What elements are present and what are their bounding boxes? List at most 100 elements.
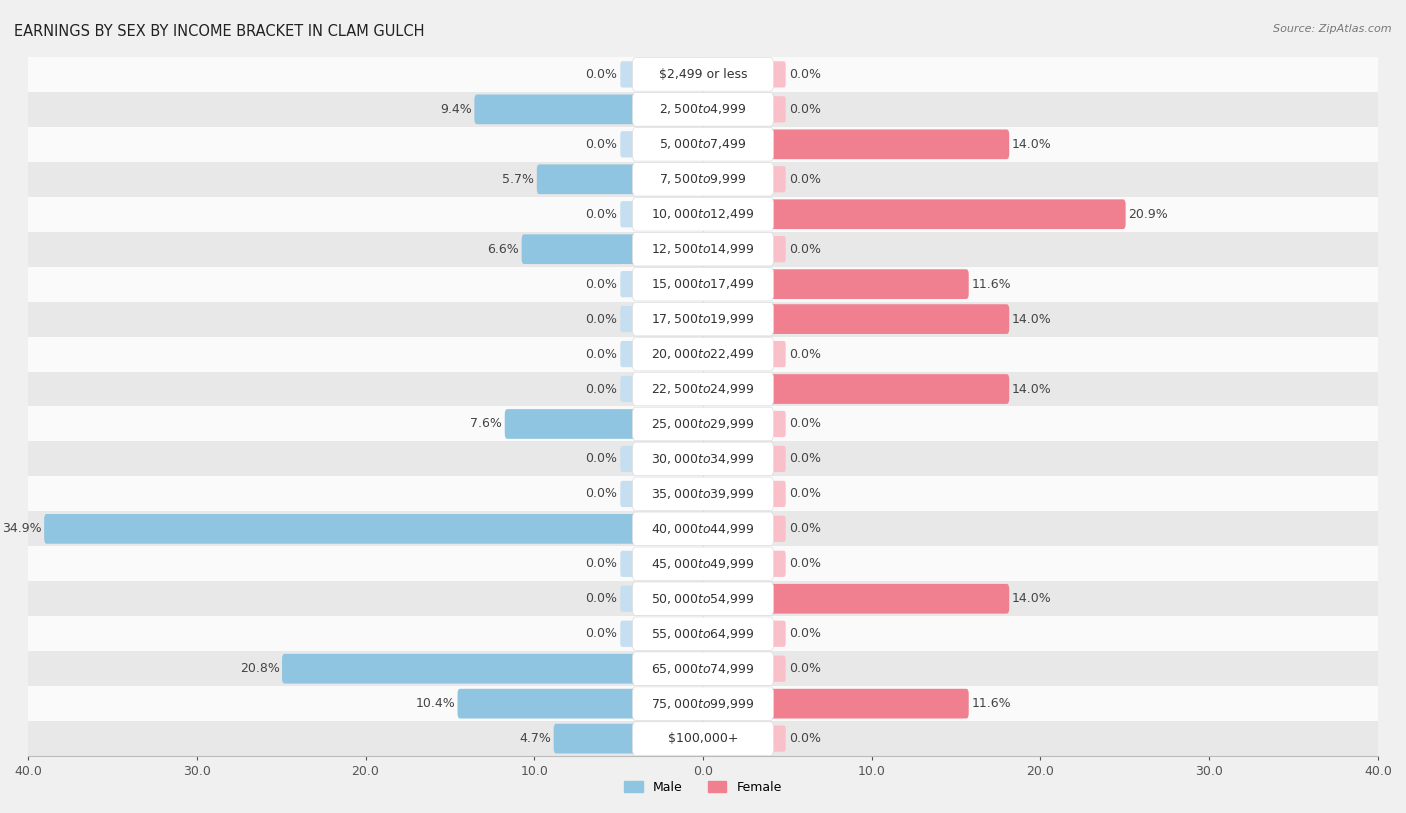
- Bar: [28, 441, 1378, 476]
- Bar: [28, 267, 1378, 302]
- Text: $35,000 to $39,999: $35,000 to $39,999: [651, 487, 755, 501]
- Text: 6.6%: 6.6%: [488, 243, 519, 255]
- Text: 0.0%: 0.0%: [789, 663, 821, 675]
- FancyBboxPatch shape: [283, 654, 638, 684]
- Text: 14.0%: 14.0%: [1012, 138, 1052, 150]
- Text: 20.9%: 20.9%: [1128, 208, 1168, 220]
- FancyBboxPatch shape: [769, 236, 786, 263]
- FancyBboxPatch shape: [633, 267, 773, 301]
- Text: 0.0%: 0.0%: [789, 733, 821, 745]
- Text: $40,000 to $44,999: $40,000 to $44,999: [651, 522, 755, 536]
- Text: $20,000 to $22,499: $20,000 to $22,499: [651, 347, 755, 361]
- FancyBboxPatch shape: [554, 724, 638, 754]
- FancyBboxPatch shape: [769, 411, 786, 437]
- Text: 0.0%: 0.0%: [585, 593, 617, 605]
- FancyBboxPatch shape: [769, 446, 786, 472]
- FancyBboxPatch shape: [769, 725, 786, 752]
- Text: 0.0%: 0.0%: [585, 453, 617, 465]
- Text: Source: ZipAtlas.com: Source: ZipAtlas.com: [1274, 24, 1392, 34]
- FancyBboxPatch shape: [633, 652, 773, 685]
- FancyBboxPatch shape: [769, 480, 786, 507]
- Text: 7.6%: 7.6%: [471, 418, 502, 430]
- Text: $25,000 to $29,999: $25,000 to $29,999: [651, 417, 755, 431]
- Text: 0.0%: 0.0%: [789, 348, 821, 360]
- Legend: Male, Female: Male, Female: [619, 776, 787, 799]
- Text: 5.7%: 5.7%: [502, 173, 534, 185]
- FancyBboxPatch shape: [633, 547, 773, 580]
- FancyBboxPatch shape: [768, 689, 969, 719]
- FancyBboxPatch shape: [474, 94, 638, 124]
- Text: 0.0%: 0.0%: [585, 383, 617, 395]
- Text: 0.0%: 0.0%: [585, 138, 617, 150]
- Bar: [28, 337, 1378, 372]
- FancyBboxPatch shape: [633, 93, 773, 126]
- Text: $17,500 to $19,999: $17,500 to $19,999: [651, 312, 755, 326]
- FancyBboxPatch shape: [620, 306, 637, 333]
- Text: 0.0%: 0.0%: [789, 103, 821, 115]
- FancyBboxPatch shape: [769, 341, 786, 367]
- FancyBboxPatch shape: [769, 655, 786, 682]
- Text: 0.0%: 0.0%: [585, 628, 617, 640]
- Bar: [28, 162, 1378, 197]
- Text: $75,000 to $99,999: $75,000 to $99,999: [651, 697, 755, 711]
- Bar: [28, 92, 1378, 127]
- FancyBboxPatch shape: [620, 550, 637, 577]
- Text: $100,000+: $100,000+: [668, 733, 738, 745]
- Text: 20.8%: 20.8%: [239, 663, 280, 675]
- Text: $65,000 to $74,999: $65,000 to $74,999: [651, 662, 755, 676]
- Text: 0.0%: 0.0%: [789, 418, 821, 430]
- Bar: [28, 581, 1378, 616]
- FancyBboxPatch shape: [633, 617, 773, 650]
- FancyBboxPatch shape: [633, 512, 773, 546]
- Text: $2,500 to $4,999: $2,500 to $4,999: [659, 102, 747, 116]
- FancyBboxPatch shape: [769, 515, 786, 542]
- Text: $55,000 to $64,999: $55,000 to $64,999: [651, 627, 755, 641]
- Bar: [28, 651, 1378, 686]
- Text: 0.0%: 0.0%: [585, 313, 617, 325]
- FancyBboxPatch shape: [633, 477, 773, 511]
- Text: 0.0%: 0.0%: [789, 558, 821, 570]
- Text: 0.0%: 0.0%: [789, 68, 821, 80]
- FancyBboxPatch shape: [633, 337, 773, 371]
- Text: 0.0%: 0.0%: [789, 453, 821, 465]
- FancyBboxPatch shape: [769, 61, 786, 88]
- Text: EARNINGS BY SEX BY INCOME BRACKET IN CLAM GULCH: EARNINGS BY SEX BY INCOME BRACKET IN CLA…: [14, 24, 425, 39]
- FancyBboxPatch shape: [620, 480, 637, 507]
- Bar: [28, 302, 1378, 337]
- Text: 0.0%: 0.0%: [789, 523, 821, 535]
- Text: 9.4%: 9.4%: [440, 103, 472, 115]
- FancyBboxPatch shape: [620, 341, 637, 367]
- FancyBboxPatch shape: [633, 722, 773, 755]
- Text: 11.6%: 11.6%: [972, 278, 1011, 290]
- Text: $45,000 to $49,999: $45,000 to $49,999: [651, 557, 755, 571]
- Bar: [28, 57, 1378, 92]
- Text: 14.0%: 14.0%: [1012, 593, 1052, 605]
- Text: 14.0%: 14.0%: [1012, 313, 1052, 325]
- FancyBboxPatch shape: [633, 58, 773, 91]
- Bar: [28, 511, 1378, 546]
- Text: 34.9%: 34.9%: [1, 523, 42, 535]
- Bar: [28, 476, 1378, 511]
- Bar: [28, 616, 1378, 651]
- Text: 0.0%: 0.0%: [585, 348, 617, 360]
- FancyBboxPatch shape: [620, 271, 637, 298]
- FancyBboxPatch shape: [768, 374, 1010, 404]
- Text: 14.0%: 14.0%: [1012, 383, 1052, 395]
- Bar: [28, 127, 1378, 162]
- FancyBboxPatch shape: [769, 96, 786, 123]
- FancyBboxPatch shape: [768, 129, 1010, 159]
- Text: 0.0%: 0.0%: [585, 68, 617, 80]
- Text: $12,500 to $14,999: $12,500 to $14,999: [651, 242, 755, 256]
- FancyBboxPatch shape: [505, 409, 638, 439]
- Text: 0.0%: 0.0%: [789, 173, 821, 185]
- FancyBboxPatch shape: [633, 687, 773, 720]
- Text: 0.0%: 0.0%: [789, 628, 821, 640]
- FancyBboxPatch shape: [620, 61, 637, 88]
- Text: 0.0%: 0.0%: [585, 278, 617, 290]
- Bar: [28, 721, 1378, 756]
- FancyBboxPatch shape: [633, 233, 773, 266]
- FancyBboxPatch shape: [633, 582, 773, 615]
- Bar: [28, 406, 1378, 441]
- Text: 0.0%: 0.0%: [789, 488, 821, 500]
- Text: $50,000 to $54,999: $50,000 to $54,999: [651, 592, 755, 606]
